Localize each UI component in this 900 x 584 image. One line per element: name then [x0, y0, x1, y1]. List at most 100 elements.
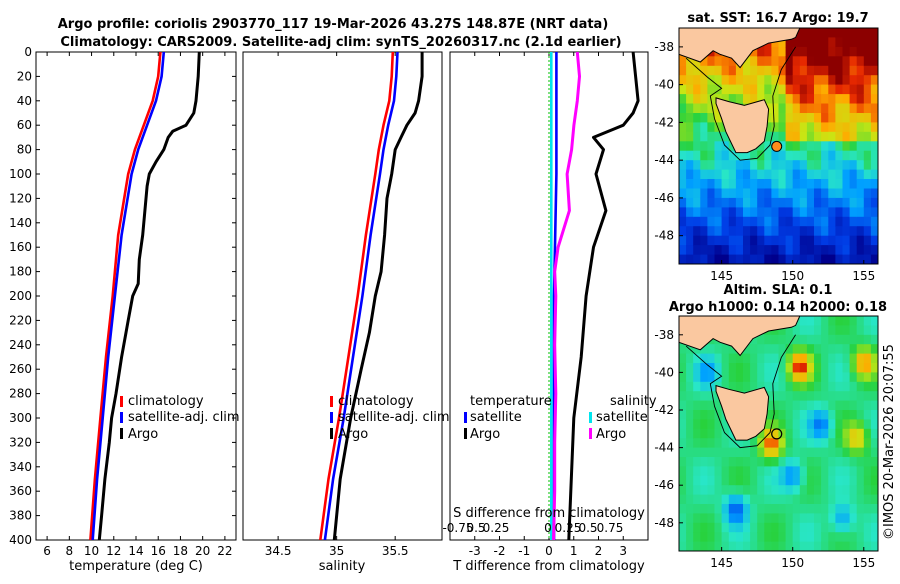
map-cell — [785, 344, 794, 355]
map-cell — [707, 513, 716, 524]
map-cell — [821, 65, 829, 76]
map-cell — [764, 485, 772, 496]
map-cell — [842, 245, 851, 256]
map-cell — [693, 419, 701, 430]
map-cell — [700, 226, 708, 237]
map-cell — [842, 84, 851, 95]
map-cell — [806, 226, 815, 237]
map-cell — [735, 353, 744, 364]
map-cell — [821, 169, 829, 180]
map-cell — [863, 216, 872, 227]
map-cell — [814, 131, 822, 142]
legend-s-argo: Argo — [596, 427, 626, 442]
map-cell — [743, 381, 751, 392]
difference-xtick-label: 2 — [595, 544, 603, 558]
map-cell — [693, 466, 701, 477]
map-cell — [870, 391, 878, 402]
map-cell — [856, 381, 865, 392]
map-cell — [735, 207, 744, 218]
map-cell — [700, 207, 708, 218]
map-cell — [835, 28, 844, 38]
map-cell — [835, 65, 844, 76]
map-cell — [679, 513, 687, 524]
map-cell — [728, 254, 737, 264]
map-cell — [870, 179, 878, 189]
map-cell — [721, 179, 730, 189]
map-cell — [849, 141, 858, 152]
map-cell — [856, 428, 865, 439]
map-cell — [771, 504, 780, 514]
map-cell — [750, 245, 758, 256]
map-cell — [700, 532, 708, 543]
argo-float-marker-sst — [771, 140, 783, 152]
map-cell — [735, 494, 744, 505]
map-cell — [771, 216, 780, 227]
map-cell — [821, 400, 829, 411]
map-cell — [799, 254, 808, 264]
map-cell — [814, 419, 822, 430]
map-cell — [700, 84, 708, 95]
map-cell — [693, 141, 701, 152]
map-cell — [849, 75, 858, 86]
map-cell — [721, 169, 730, 180]
map-cell — [764, 541, 772, 551]
map-cell — [707, 141, 716, 152]
map-cell — [835, 131, 844, 142]
map-cell — [799, 344, 808, 355]
map-cell — [863, 428, 872, 439]
map-cell — [785, 150, 794, 161]
map-cell — [771, 541, 780, 551]
map-cell — [842, 216, 851, 227]
map-cell — [728, 344, 737, 355]
map-cell — [835, 353, 844, 364]
map-cell — [686, 84, 694, 95]
map-cell — [771, 179, 780, 189]
map-cell — [856, 197, 865, 208]
map-cell — [806, 485, 815, 496]
map-cell — [863, 207, 872, 218]
map-cell — [757, 245, 765, 256]
map-cell — [849, 235, 858, 246]
map-cell — [792, 522, 801, 533]
map-cell — [735, 541, 744, 551]
map-cell — [806, 56, 815, 67]
map-cell — [849, 457, 858, 467]
map-cell — [743, 169, 751, 180]
map-cell — [700, 353, 708, 364]
map-cell — [814, 316, 822, 326]
map-cell — [814, 522, 822, 533]
map-cell — [799, 353, 808, 364]
map-cell — [856, 504, 865, 514]
map-cell — [821, 410, 829, 420]
map-cell — [714, 245, 723, 256]
map-ytick-label: -40 — [654, 365, 674, 379]
map-cell — [757, 522, 765, 533]
map-cell — [835, 447, 844, 458]
map-cell — [743, 372, 751, 383]
map-cell — [821, 447, 829, 458]
map-cell — [735, 245, 744, 256]
difference-top-ticks: -0.750.50.25 0 0.250.5 0.75 — [442, 521, 623, 535]
map-cell — [792, 226, 801, 237]
map-cell — [828, 169, 836, 180]
map-cell — [821, 532, 829, 543]
map-cell — [792, 325, 801, 336]
map-cell — [679, 207, 687, 218]
map-cell — [821, 207, 829, 218]
map-cell — [814, 363, 822, 373]
map-cell — [728, 475, 737, 486]
map-cell — [792, 438, 801, 449]
map-cell — [757, 372, 765, 383]
map-cell — [814, 207, 822, 218]
map-cell — [814, 504, 822, 514]
map-cell — [785, 428, 794, 439]
map-cell — [764, 94, 772, 105]
map-cell — [714, 541, 723, 551]
map-cell — [842, 513, 851, 524]
map-cell — [799, 103, 808, 114]
map-cell — [693, 150, 701, 161]
map-cell — [870, 226, 878, 237]
map-cell — [856, 447, 865, 458]
map-cell — [764, 207, 772, 218]
legend-swatch-climatology — [120, 396, 123, 407]
